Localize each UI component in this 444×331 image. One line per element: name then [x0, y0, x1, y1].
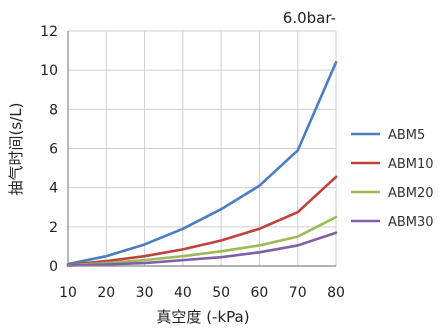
legend-label-abm5: ABM5	[388, 128, 425, 143]
axes	[67, 31, 336, 267]
legend: ABM5 ABM10 ABM20 ABM30	[351, 128, 434, 230]
x-tick-label: 70	[289, 285, 307, 301]
legend-label-abm30: ABM30	[388, 215, 434, 230]
y-axis-title: 抽气时间(s/L)	[7, 103, 25, 196]
x-tick-label: 40	[174, 285, 192, 301]
series-line-abm30	[66, 231, 338, 267]
x-tick-label: 30	[136, 285, 154, 301]
series-lines	[66, 61, 338, 267]
x-tick-label: 60	[251, 285, 269, 301]
y-tick-label: 6	[49, 142, 58, 158]
x-tick-label: 10	[59, 285, 77, 301]
x-tick-label: 80	[327, 285, 345, 301]
y-tick-label: 8	[49, 102, 58, 118]
series-line-abm10	[66, 175, 338, 267]
y-tick-label: 10	[40, 63, 58, 79]
y-tick-label: 4	[49, 181, 58, 197]
legend-label-abm20: ABM20	[388, 186, 434, 201]
x-tick-labels: 10 20 30 40 50 60 70 80	[59, 285, 345, 301]
plot-grid	[68, 30, 337, 266]
y-tick-label: 12	[40, 24, 58, 40]
series-line-abm5	[66, 61, 338, 266]
y-tick-labels: 0 2 4 6 8 10 12	[40, 24, 58, 275]
y-tick-label: 2	[49, 220, 58, 236]
legend-label-abm10: ABM10	[388, 157, 434, 172]
x-axis-title: 真空度 (-kPa)	[156, 308, 249, 326]
x-tick-label: 50	[212, 285, 230, 301]
series-line-abm20	[66, 215, 338, 267]
chart-annotation: 6.0bar-	[283, 9, 336, 27]
y-tick-label: 0	[49, 259, 58, 275]
x-tick-label: 20	[97, 285, 115, 301]
